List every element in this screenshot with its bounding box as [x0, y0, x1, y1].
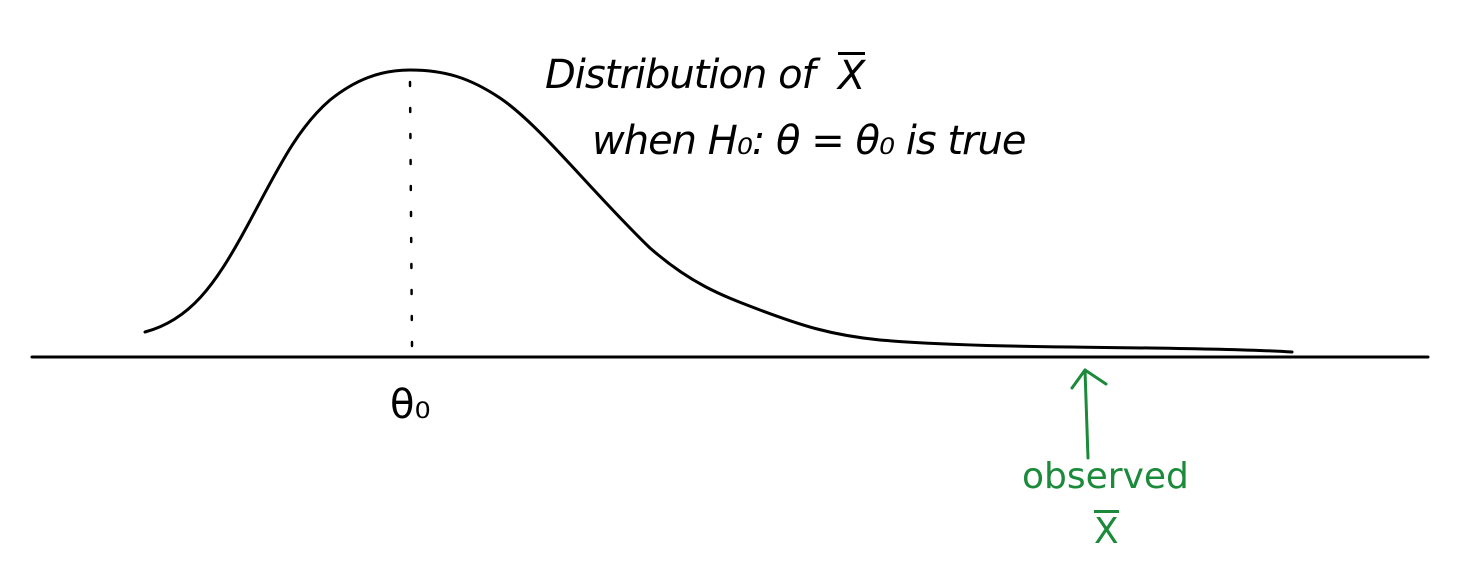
- title-line-1: Distribution of: [545, 52, 816, 98]
- title-xbar: X: [838, 52, 866, 99]
- title-xbar-symbol: X: [838, 52, 866, 99]
- observed-arrow-shaft: [1083, 368, 1090, 460]
- observed-xbar: X: [1094, 510, 1119, 552]
- observed-arrow-head: [1070, 368, 1108, 390]
- observed-arrow: [1070, 368, 1108, 460]
- theta-zero-dotted-line: [408, 80, 414, 348]
- distribution-curve: [143, 68, 1294, 354]
- observed-label: observed: [1022, 456, 1189, 497]
- observed-xbar-symbol: X: [1094, 510, 1119, 552]
- theta-zero-label: θ₀: [390, 382, 431, 428]
- title-line-2: when H₀: θ = θ₀ is true: [592, 118, 1026, 164]
